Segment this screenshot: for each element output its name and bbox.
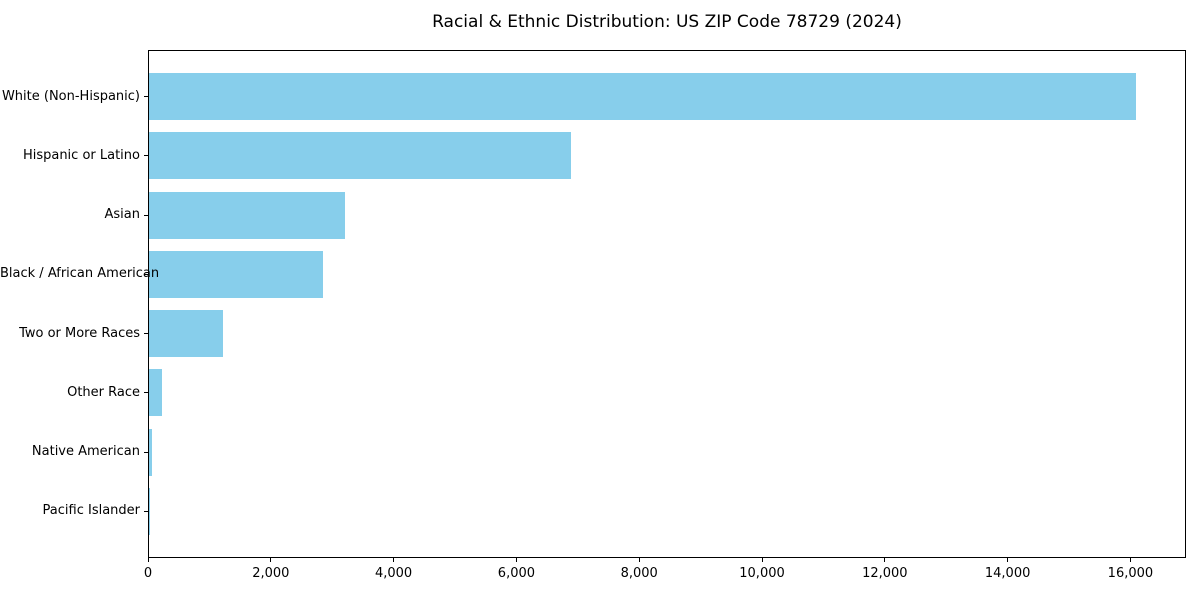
y-tick-label: Asian	[104, 207, 140, 223]
plot-area	[148, 50, 1186, 558]
x-tick-label: 10,000	[739, 566, 785, 581]
x-tick-label: 12,000	[862, 566, 908, 581]
x-tick-label: 0	[143, 566, 153, 581]
y-tick-mark	[144, 392, 148, 394]
y-tick-mark	[144, 273, 148, 275]
x-tick-mark	[270, 558, 272, 562]
y-tick-label: Hispanic or Latino	[22, 147, 140, 163]
x-tick-mark	[638, 558, 640, 562]
x-tick-label: 8,000	[620, 566, 658, 581]
y-tick-label: White (Non-Hispanic)	[1, 88, 140, 104]
y-tick-label: Two or More Races	[19, 325, 140, 341]
x-tick-mark	[147, 558, 149, 562]
y-tick-mark	[144, 155, 148, 157]
y-tick-mark	[144, 333, 148, 335]
x-tick-mark	[393, 558, 395, 562]
x-tick-label: 6,000	[497, 566, 536, 581]
y-tick-label: Black / African American	[0, 266, 160, 282]
y-tick-mark	[144, 451, 148, 453]
y-tick-mark	[144, 96, 148, 98]
x-tick-label: 4,000	[374, 566, 413, 581]
x-tick-mark	[761, 558, 763, 562]
y-tick-label: Native American	[31, 444, 140, 460]
x-tick-label: 16,000	[1107, 566, 1154, 581]
x-tick-label: 2,000	[252, 566, 290, 581]
x-tick-mark	[1007, 558, 1009, 562]
y-tick-label: Pacific Islander	[42, 503, 140, 519]
chart-title: Racial & Ethnic Distribution: US ZIP Cod…	[432, 12, 902, 32]
x-tick-label: 14,000	[984, 566, 1031, 581]
x-tick-mark	[884, 558, 886, 562]
y-tick-mark	[144, 214, 148, 216]
x-tick-mark	[515, 558, 517, 562]
x-tick-mark	[1129, 558, 1131, 562]
y-tick-label: Other Race	[67, 384, 140, 400]
y-tick-mark	[144, 510, 148, 512]
